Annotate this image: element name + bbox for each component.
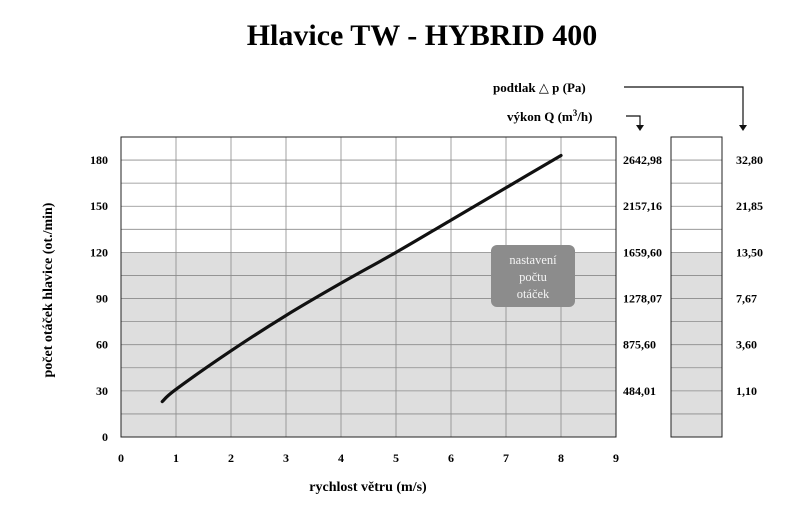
flow-axis-label: výkon Q (m3/h) (507, 108, 592, 124)
main-plot-frame (120, 136, 617, 438)
pressure-tick-labels: 1,10 3,60 7,67 13,50 21,85 32,80 (736, 153, 763, 398)
pressure-tick-label: 1,10 (736, 384, 757, 398)
flow-tick-label: 2642,98 (623, 153, 662, 167)
pressure-tick-label: 13,50 (736, 245, 763, 259)
y-tick-label: 60 (96, 338, 108, 352)
note-line: otáček (517, 287, 550, 301)
note-line: nastavení (509, 253, 557, 267)
x-tick-label: 4 (338, 451, 344, 465)
flow-tick-label: 875,60 (623, 338, 656, 352)
x-tick-labels: 0 1 2 3 4 5 6 7 8 9 (118, 451, 619, 465)
flow-tick-labels: 484,01 875,60 1278,07 1659,60 2157,16 2642,98 (623, 153, 662, 398)
pressure-axis-arrow (624, 86, 747, 131)
x-tick-label: 3 (283, 451, 289, 465)
pressure-axis-label: podtlak △ p (Pa) (493, 80, 586, 95)
y-tick-label: 120 (90, 245, 108, 259)
y-axis-label: počet otáček hlavice (ot./min) (41, 202, 56, 377)
x-tick-label: 9 (613, 451, 619, 465)
x-tick-label: 8 (558, 451, 564, 465)
pressure-tick-label: 3,60 (736, 338, 757, 352)
y-tick-label: 90 (96, 292, 108, 306)
chart-title: Hlavice TW - HYBRID 400 (247, 19, 598, 52)
pressure-tick-label: 32,80 (736, 153, 763, 167)
flow-tick-label: 2157,16 (623, 199, 662, 213)
pressure-tick-label: 7,67 (736, 292, 757, 306)
side-panel-frame (670, 136, 723, 438)
speed-setting-note: nastavení počtu otáček (491, 245, 575, 307)
y-tick-label: 150 (90, 199, 108, 213)
flow-tick-label: 484,01 (623, 384, 656, 398)
y-tick-label: 0 (102, 430, 108, 444)
flow-axis-arrow (626, 115, 644, 131)
y-tick-labels: 0 30 60 90 120 150 180 (90, 153, 108, 444)
flow-tick-label: 1659,60 (623, 245, 662, 259)
x-tick-label: 5 (393, 451, 399, 465)
flow-tick-label: 1278,07 (623, 292, 662, 306)
x-tick-label: 7 (503, 451, 509, 465)
y-tick-label: 30 (96, 384, 108, 398)
y-tick-label: 180 (90, 153, 108, 167)
pressure-tick-label: 21,85 (736, 199, 763, 213)
x-tick-label: 1 (173, 451, 179, 465)
x-tick-label: 6 (448, 451, 454, 465)
note-line: počtu (519, 270, 548, 284)
x-axis-label: rychlost větru (m/s) (309, 480, 427, 495)
plot-frames (120, 136, 723, 438)
speed-curve (160, 153, 563, 404)
x-tick-label: 2 (228, 451, 234, 465)
x-tick-label: 0 (118, 451, 124, 465)
